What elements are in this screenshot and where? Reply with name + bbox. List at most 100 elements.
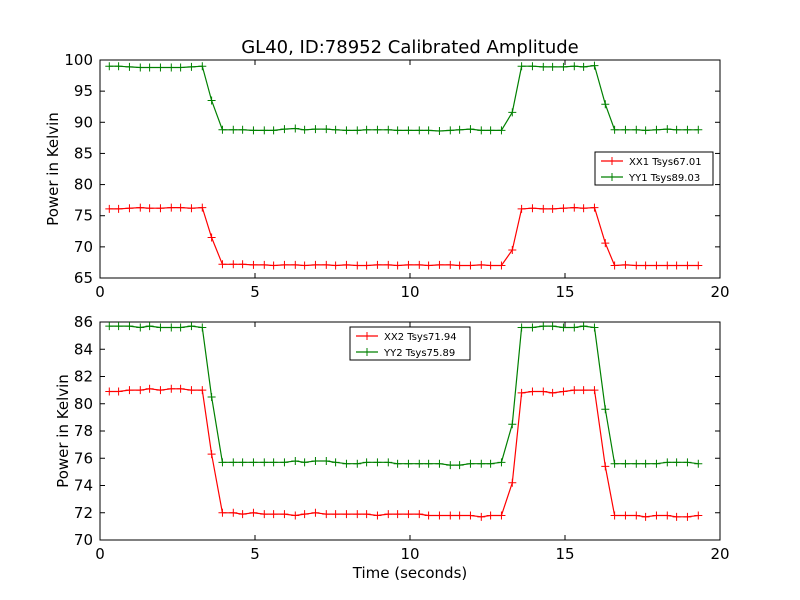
data-point-marker: [424, 261, 433, 270]
data-point-marker: [105, 204, 114, 213]
data-point-marker: [269, 126, 278, 135]
data-point-marker: [652, 261, 661, 270]
data-point-marker: [570, 62, 579, 71]
series-line-2: [109, 64, 699, 132]
data-point-marker: [353, 126, 362, 135]
data-point-marker: [136, 203, 145, 212]
data-point-marker: [610, 125, 619, 134]
data-point-marker: [663, 511, 672, 520]
data-point-marker: [362, 125, 371, 134]
y-tick-label: 74: [74, 477, 93, 495]
data-point-marker: [300, 261, 309, 270]
data-point-marker: [353, 510, 362, 519]
data-point-marker: [477, 459, 486, 468]
data-point-marker: [218, 125, 227, 134]
data-point-marker: [373, 458, 382, 467]
data-point-marker: [632, 511, 641, 520]
data-point-marker: [198, 386, 207, 395]
data-point-marker: [176, 384, 185, 393]
data-point-marker: [176, 323, 185, 332]
data-point-marker: [539, 387, 548, 396]
data-point-marker: [683, 512, 692, 521]
data-point-marker: [590, 61, 599, 70]
x-tick-label: 20: [710, 545, 729, 563]
data-point-marker: [249, 508, 258, 517]
data-point-marker: [517, 204, 526, 213]
data-point-marker: [559, 204, 568, 213]
data-point-marker: [517, 62, 526, 71]
legend-label: XX2 Tsys71.94: [384, 332, 457, 343]
data-point-marker: [446, 126, 455, 135]
data-point-marker: [446, 461, 455, 470]
data-point-marker: [207, 450, 216, 459]
data-point-marker: [652, 511, 661, 520]
data-point-marker: [218, 260, 227, 269]
data-point-marker: [579, 204, 588, 213]
data-point-marker: [694, 511, 703, 520]
data-point-marker: [311, 125, 320, 134]
data-point-marker: [621, 459, 630, 468]
data-point-marker: [404, 510, 413, 519]
legend-swatch-marker: [608, 157, 616, 165]
data-point-marker: [207, 96, 216, 105]
y-tick-label: 80: [74, 176, 93, 194]
x-tick-label: 15: [555, 545, 574, 563]
data-point-marker: [641, 261, 650, 270]
data-point-marker: [260, 510, 269, 519]
data-point-marker: [384, 510, 393, 519]
data-point-marker: [683, 261, 692, 270]
legend-label: YY1 Tsys89.03: [628, 173, 700, 184]
data-point-marker: [300, 458, 309, 467]
data-point-marker: [238, 458, 247, 467]
data-point-marker: [601, 405, 610, 414]
data-point-marker: [145, 384, 154, 393]
y-tick-label: 82: [74, 368, 93, 386]
data-point-marker: [125, 62, 134, 71]
data-point-marker: [342, 459, 351, 468]
data-point-marker: [249, 126, 258, 135]
data-point-marker: [621, 125, 630, 134]
data-point-marker: [539, 62, 548, 71]
data-point-marker: [404, 459, 413, 468]
data-point-marker: [136, 323, 145, 332]
legend-label: XX1 Tsys67.01: [629, 157, 702, 168]
data-point-marker: [260, 126, 269, 135]
y-tick-label: 95: [74, 82, 93, 100]
data-point-marker: [621, 511, 630, 520]
x-tick-label: 0: [95, 545, 105, 563]
legend-swatch-marker: [363, 348, 371, 356]
data-point-marker: [229, 508, 238, 517]
data-point-marker: [331, 510, 340, 519]
data-point-marker: [373, 125, 382, 134]
data-point-marker: [528, 204, 537, 213]
data-point-marker: [187, 386, 196, 395]
data-point-marker: [497, 261, 506, 270]
data-point-marker: [694, 125, 703, 134]
data-point-marker: [570, 386, 579, 395]
data-point-marker: [601, 100, 610, 109]
data-point-marker: [105, 322, 114, 331]
data-point-marker: [559, 62, 568, 71]
data-point-marker: [424, 126, 433, 135]
data-point-marker: [311, 508, 320, 517]
data-point-marker: [136, 386, 145, 395]
data-point-marker: [497, 511, 506, 520]
data-point-marker: [683, 125, 692, 134]
data-point-marker: [280, 125, 289, 134]
data-point-marker: [632, 459, 641, 468]
data-point-marker: [331, 125, 340, 134]
data-point-marker: [156, 63, 165, 72]
data-point-marker: [610, 261, 619, 270]
data-point-marker: [590, 323, 599, 332]
series-line-2: [109, 325, 699, 466]
data-point-marker: [663, 125, 672, 134]
data-point-marker: [207, 233, 216, 242]
data-point-marker: [218, 508, 227, 517]
legend-label: YY2 Tsys75.89: [383, 348, 455, 359]
data-point-marker: [415, 510, 424, 519]
data-point-marker: [632, 125, 641, 134]
data-point-marker: [539, 204, 548, 213]
data-point-marker: [362, 458, 371, 467]
x-tick-label: 10: [400, 283, 419, 301]
data-point-marker: [167, 203, 176, 212]
